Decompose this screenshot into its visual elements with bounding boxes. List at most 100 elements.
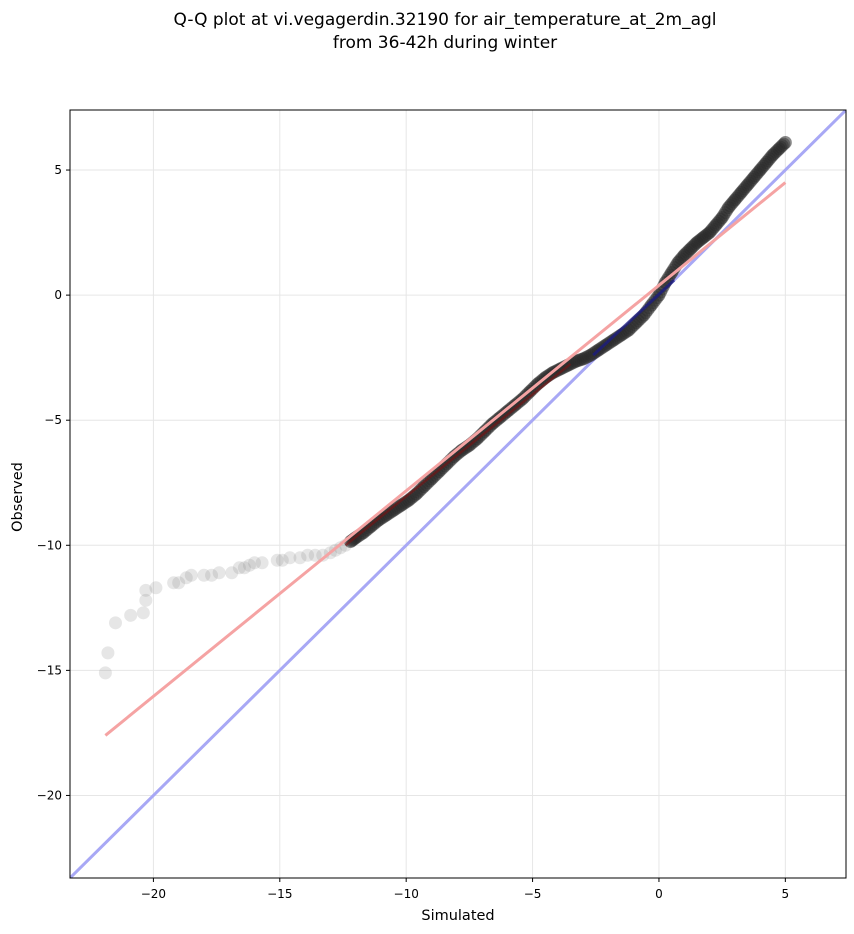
tail-point xyxy=(139,593,153,607)
tail-point xyxy=(333,541,347,555)
x-tick-label: −20 xyxy=(141,887,166,901)
body-point xyxy=(685,240,699,254)
y-tick-label: −20 xyxy=(37,788,62,802)
body-point xyxy=(695,232,709,246)
body-point xyxy=(666,263,680,277)
body-point xyxy=(385,505,399,519)
y-tick-label: 0 xyxy=(54,288,62,302)
body-point xyxy=(487,415,501,429)
tail-point xyxy=(149,581,163,595)
tail-point xyxy=(255,556,269,570)
body-point xyxy=(717,208,731,222)
body-point xyxy=(748,169,762,183)
tail-points xyxy=(98,538,353,680)
y-tick-label: −10 xyxy=(37,538,62,552)
body-point xyxy=(745,172,759,186)
body-point xyxy=(750,167,764,181)
body-point xyxy=(688,237,702,251)
x-tick-label: 5 xyxy=(782,887,790,901)
body-point xyxy=(707,220,721,234)
body-point xyxy=(574,353,588,367)
body-point xyxy=(491,412,505,426)
body-point xyxy=(644,298,658,312)
body-point xyxy=(582,349,596,363)
body-point xyxy=(733,187,747,201)
tail-point xyxy=(136,606,150,620)
body-point xyxy=(763,152,777,166)
body-point xyxy=(704,224,718,238)
body-point xyxy=(388,502,402,516)
body-point xyxy=(512,395,526,409)
plot-area xyxy=(70,110,846,878)
tail-point xyxy=(98,666,112,680)
body-point xyxy=(737,182,751,196)
body-point xyxy=(706,222,720,236)
tail-point xyxy=(167,576,181,590)
x-tick-label: 0 xyxy=(655,887,663,901)
tail-point xyxy=(124,608,138,622)
tail-point xyxy=(237,561,251,575)
body-point xyxy=(756,159,770,173)
body-point xyxy=(551,363,565,377)
body-point xyxy=(710,216,724,230)
tail-point xyxy=(139,583,153,597)
body-point xyxy=(383,506,397,520)
tail-point xyxy=(316,548,330,562)
body-point xyxy=(778,136,792,150)
tail-point xyxy=(301,548,315,562)
body-point xyxy=(701,227,715,241)
body-point xyxy=(751,165,765,179)
tail-point xyxy=(108,616,122,630)
body-point xyxy=(510,397,524,411)
body-point xyxy=(739,180,753,194)
body-point xyxy=(726,195,740,209)
body-point xyxy=(514,394,528,408)
tail-point xyxy=(179,571,193,585)
chart-title-line-2: from 36-42h during winter xyxy=(333,33,557,53)
body-point xyxy=(646,296,660,310)
body-point xyxy=(758,157,772,171)
body-point xyxy=(744,174,758,188)
body-point xyxy=(715,211,729,225)
body-point xyxy=(777,137,791,151)
axes-frame xyxy=(69,109,847,879)
body-point xyxy=(483,419,497,433)
tail-point xyxy=(197,568,211,582)
tail-point xyxy=(212,566,226,580)
body-point xyxy=(698,229,712,243)
body-point xyxy=(767,146,781,160)
body-point xyxy=(605,334,619,348)
body-point xyxy=(714,212,728,226)
body-point xyxy=(498,406,512,420)
body-point xyxy=(731,189,745,203)
body-point xyxy=(764,150,778,164)
tail-point xyxy=(293,551,307,565)
body-point xyxy=(774,140,788,154)
tail-point xyxy=(184,568,198,582)
body-point xyxy=(580,350,594,364)
body-point xyxy=(761,154,775,168)
tail-point xyxy=(248,556,262,570)
body-point xyxy=(481,421,495,435)
x-axis-ticks: −20 −15 −10 −5 0 5 xyxy=(141,878,789,901)
tail-point xyxy=(101,646,115,660)
body-point xyxy=(775,139,789,153)
body-point xyxy=(496,408,510,422)
body-point xyxy=(712,214,726,228)
body-point xyxy=(691,234,705,248)
chart-title-line-1: Q-Q plot at vi.vegagerdin.32190 for air_… xyxy=(173,10,716,30)
x-axis-label: Simulated xyxy=(421,908,494,924)
body-point xyxy=(742,176,756,190)
body-point xyxy=(725,197,739,211)
x-tick-label: −10 xyxy=(394,887,419,901)
body-point xyxy=(502,403,516,417)
body-point xyxy=(736,184,750,198)
tail-point xyxy=(270,553,284,567)
tail-point xyxy=(308,548,322,562)
body-point xyxy=(495,409,509,423)
body-point xyxy=(676,250,690,264)
body-point xyxy=(421,476,435,490)
tail-point xyxy=(232,561,246,575)
body-overlay-red xyxy=(344,362,572,547)
